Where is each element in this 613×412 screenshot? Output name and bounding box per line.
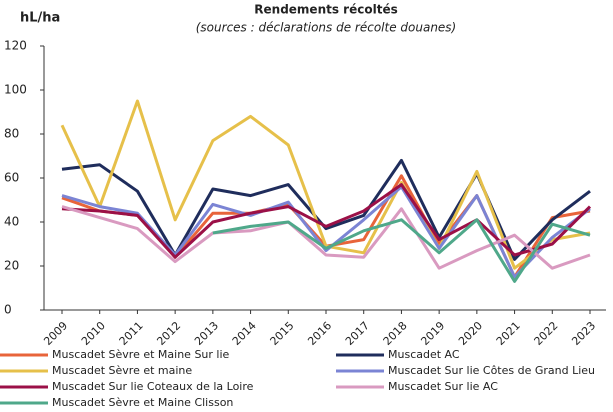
x-tick-label: 2014 (230, 319, 259, 348)
legend-label: Muscadet Sur lie AC (388, 380, 498, 393)
y-tick-label: 100 (4, 83, 27, 97)
x-tick-label: 2011 (117, 319, 146, 348)
x-tick-label: 2021 (494, 319, 523, 348)
x-tick-label: 2015 (268, 319, 297, 348)
x-tick-label: 2022 (532, 319, 561, 348)
y-tick-label: 0 (4, 303, 12, 317)
series-line (61, 158, 591, 261)
legend-label: Muscadet Sèvre et maine (52, 364, 192, 377)
x-tick-label: 2012 (154, 319, 183, 348)
series-line (60, 99, 591, 270)
x-tick-label: 2020 (456, 319, 485, 348)
legend-label: Muscadet Sèvre et Maine Clisson (52, 396, 233, 409)
legend-label: Muscadet Sur lie Coteaux de la Loire (52, 380, 254, 393)
x-tick-label: 2023 (569, 319, 598, 348)
y-axis-label: hL/ha (20, 11, 60, 26)
y-tick-label: 40 (4, 215, 19, 229)
x-tick-label: 2017 (343, 319, 372, 348)
chart-title: Rendements récoltés (254, 3, 397, 17)
y-tick-label: 80 (4, 127, 19, 141)
y-tick-label: 60 (4, 171, 19, 185)
series-line (61, 183, 592, 259)
x-tick-label: 2018 (381, 319, 410, 348)
x-tick-label: 2016 (305, 319, 334, 348)
x-tick-label: 2009 (41, 319, 70, 348)
x-tick-label: 2019 (418, 319, 447, 348)
x-tick-label: 2013 (192, 319, 221, 348)
series-line (212, 218, 591, 283)
legend-label: Muscadet AC (388, 348, 460, 361)
x-tick-label: 2010 (79, 319, 108, 348)
legend-label: Muscadet Sèvre et Maine Sur lie (52, 348, 230, 361)
y-tick-label: 120 (4, 39, 27, 53)
series-line (61, 205, 591, 270)
y-tick-label: 20 (4, 259, 19, 273)
chart-subtitle: (sources : déclarations de récolte douan… (196, 21, 457, 35)
legend-label: Muscadet Sur lie Côtes de Grand Lieu (388, 364, 595, 377)
